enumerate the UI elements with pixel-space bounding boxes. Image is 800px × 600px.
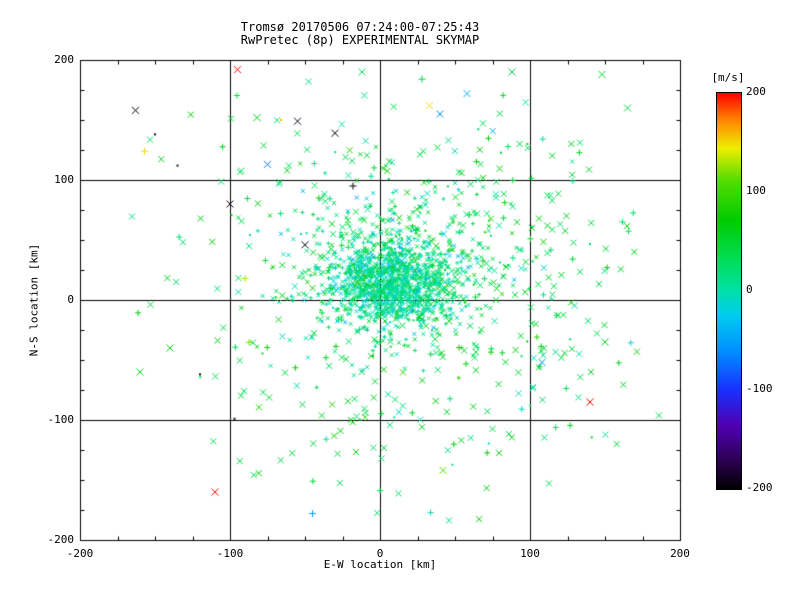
colorbar-tick-label: -100 [746, 382, 773, 395]
y-tick-label: 0 [67, 293, 74, 306]
x-axis-label: E-W location [km] [323, 558, 437, 571]
colorbar-tick-label: 200 [746, 85, 766, 98]
x-tick-label: 100 [520, 547, 540, 560]
y-tick-label: 200 [54, 53, 74, 66]
colorbar-tick-label: 100 [746, 184, 766, 197]
colorbar-tick-label: -200 [746, 481, 773, 494]
y-tick-label: 100 [54, 173, 74, 186]
x-tick-label: -100 [216, 547, 244, 560]
x-tick-label: 0 [376, 547, 384, 560]
y-tick-label: -100 [47, 413, 75, 426]
colorbar-unit-label: [m/s] [711, 71, 745, 84]
x-tick-label: -200 [66, 547, 94, 560]
figure-title-line1: Tromsø 20170506 07:24:00-07:25:43 [240, 20, 480, 34]
x-tick-label: 200 [670, 547, 690, 560]
colorbar-tick-label: 0 [746, 283, 753, 296]
y-tick-label: -200 [47, 533, 75, 546]
figure-title-line2: RwPretec (8p) EXPERIMENTAL SKYMAP [240, 33, 480, 47]
colorbar-gradient [716, 92, 742, 490]
